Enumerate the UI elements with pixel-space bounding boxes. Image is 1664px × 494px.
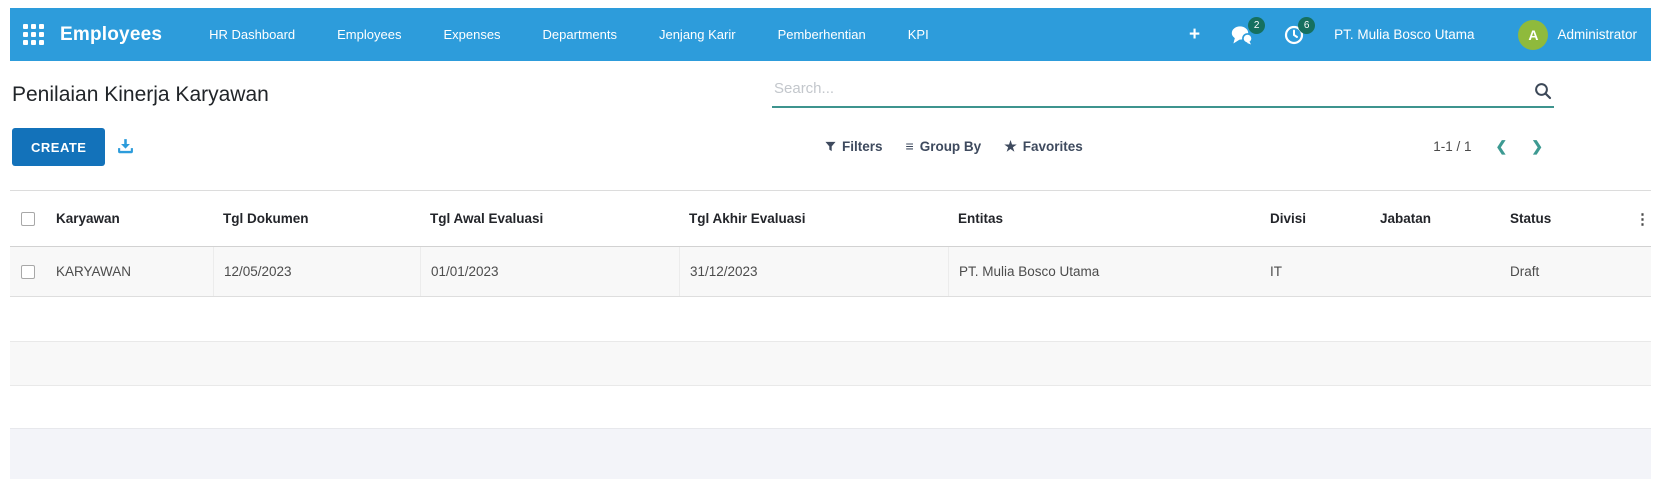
empty-row [10, 297, 1651, 341]
cell-tgl-awal-evaluasi: 01/01/2023 [420, 247, 679, 296]
export-download-icon[interactable] [117, 138, 134, 155]
search-input[interactable] [772, 73, 1554, 108]
activities-count-badge: 6 [1298, 17, 1315, 34]
filters-label: Filters [842, 139, 883, 154]
column-header-tgl-akhir-evaluasi[interactable]: Tgl Akhir Evaluasi [679, 211, 948, 226]
apps-grid-icon[interactable] [23, 24, 44, 45]
column-header-tgl-awal-evaluasi[interactable]: Tgl Awal Evaluasi [420, 211, 679, 226]
nav-menu: HR Dashboard Employees Expenses Departme… [188, 8, 950, 61]
company-switcher[interactable]: PT. Mulia Bosco Utama [1334, 27, 1474, 42]
messages-button[interactable]: 2 [1230, 25, 1254, 45]
nav-item-expenses[interactable]: Expenses [422, 8, 521, 61]
cell-tgl-dokumen: 12/05/2023 [213, 247, 420, 296]
row-checkbox[interactable] [21, 265, 35, 279]
nav-item-jenjang-karir[interactable]: Jenjang Karir [638, 8, 757, 61]
column-header-entitas[interactable]: Entitas [948, 211, 1260, 226]
content-background-band [10, 428, 1651, 479]
list-view: Karyawan Tgl Dokumen Tgl Awal Evaluasi T… [10, 190, 1651, 479]
messages-count-badge: 2 [1248, 17, 1265, 34]
group-by-label: Group By [920, 139, 982, 154]
cell-status: Draft [1500, 264, 1625, 279]
select-all-checkbox[interactable] [21, 212, 35, 226]
user-menu[interactable]: Administrator [1557, 27, 1637, 42]
nav-right-cluster: + 2 6 PT. Mulia Bosco Utama A Administra… [1189, 20, 1651, 50]
bars-icon: ≡ [906, 138, 914, 154]
create-button[interactable]: CREATE [12, 128, 105, 166]
favorites-button[interactable]: ★ Favorites [1004, 138, 1083, 155]
nav-item-pemberhentian[interactable]: Pemberhentian [757, 8, 887, 61]
app-name[interactable]: Employees [60, 24, 162, 46]
column-header-karyawan[interactable]: Karyawan [46, 211, 213, 226]
table-header-row: Karyawan Tgl Dokumen Tgl Awal Evaluasi T… [10, 190, 1651, 247]
user-avatar[interactable]: A [1518, 20, 1548, 50]
empty-row [10, 386, 1651, 428]
column-header-divisi[interactable]: Divisi [1260, 211, 1370, 226]
plus-icon[interactable]: + [1189, 24, 1200, 46]
column-header-tgl-dokumen[interactable]: Tgl Dokumen [213, 211, 420, 226]
activities-button[interactable]: 6 [1284, 25, 1304, 45]
cell-karyawan: KARYAWAN [46, 264, 213, 279]
table-row[interactable]: KARYAWAN 12/05/2023 01/01/2023 31/12/202… [10, 247, 1651, 297]
filters-button[interactable]: Filters [825, 139, 883, 154]
group-by-button[interactable]: ≡ Group By [906, 138, 982, 154]
empty-row [10, 341, 1651, 386]
search-box [772, 73, 1554, 108]
cell-tgl-akhir-evaluasi: 31/12/2023 [679, 247, 948, 296]
filter-funnel-icon [825, 141, 836, 152]
nav-item-kpi[interactable]: KPI [887, 8, 950, 61]
cell-divisi: IT [1260, 264, 1370, 279]
favorites-label: Favorites [1023, 139, 1083, 154]
search-icon[interactable] [1534, 82, 1552, 100]
nav-item-employees[interactable]: Employees [316, 8, 422, 61]
pager-next-icon[interactable]: ❯ [1531, 138, 1543, 155]
column-header-status[interactable]: Status [1500, 211, 1625, 226]
optional-columns-dropdown-icon[interactable]: ⋮ [1625, 210, 1651, 228]
nav-item-hr-dashboard[interactable]: HR Dashboard [188, 8, 316, 61]
column-header-jabatan[interactable]: Jabatan [1370, 211, 1500, 226]
pager-previous-icon[interactable]: ❮ [1496, 138, 1508, 155]
pager-value[interactable]: 1-1 / 1 [1433, 139, 1471, 154]
search-filter-bar: Filters ≡ Group By ★ Favorites [825, 121, 1083, 171]
star-icon: ★ [1004, 138, 1017, 155]
cell-entitas: PT. Mulia Bosco Utama [948, 247, 1260, 296]
control-panel: Penilaian Kinerja Karyawan CREATE Filter… [10, 61, 1651, 190]
nav-item-departments[interactable]: Departments [522, 8, 638, 61]
pager: 1-1 / 1 ❮ ❯ [1433, 121, 1543, 171]
page-title: Penilaian Kinerja Karyawan [12, 83, 269, 107]
top-navbar: Employees HR Dashboard Employees Expense… [10, 8, 1651, 61]
